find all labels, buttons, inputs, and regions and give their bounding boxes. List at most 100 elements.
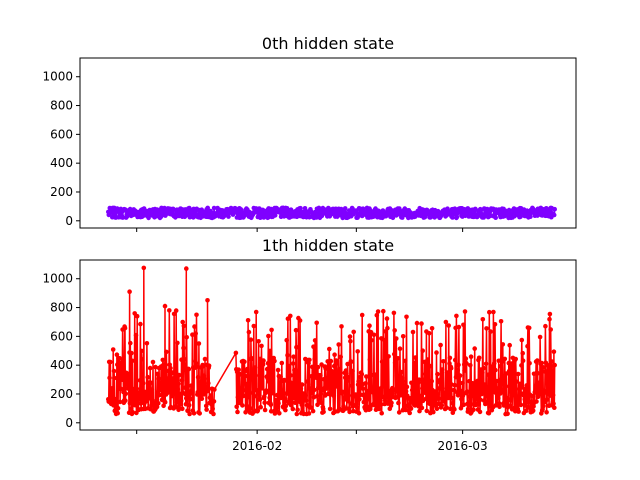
data-point <box>256 339 261 344</box>
data-point <box>341 403 346 409</box>
data-point <box>510 390 515 396</box>
data-point <box>403 389 409 394</box>
data-point <box>119 377 125 383</box>
data-point <box>377 406 382 412</box>
data-point <box>543 323 548 329</box>
data-point <box>356 379 361 384</box>
data-point <box>315 402 320 408</box>
data-point <box>309 364 315 370</box>
data-point <box>247 390 252 395</box>
data-point <box>253 309 259 315</box>
data-point <box>139 348 144 354</box>
x-ticks-0 <box>136 228 464 232</box>
data-point <box>488 401 494 406</box>
data-point <box>461 322 466 328</box>
data-point <box>361 399 367 405</box>
data-point <box>518 402 524 408</box>
data-point <box>180 319 185 325</box>
data-point <box>147 365 153 371</box>
data-point <box>508 397 513 403</box>
data-point <box>456 324 462 330</box>
y-tick-label: 200 <box>50 387 73 401</box>
data-point <box>485 394 490 399</box>
data-point <box>273 398 279 403</box>
data-point <box>482 382 487 387</box>
data-point <box>286 363 292 369</box>
data-point <box>484 326 489 331</box>
data-point <box>403 358 408 364</box>
data-point <box>451 387 457 393</box>
data-point <box>349 383 355 389</box>
data-point <box>552 405 557 411</box>
data-point <box>115 405 121 411</box>
data-point <box>516 409 521 414</box>
data-point <box>379 359 385 365</box>
data-point <box>375 309 381 314</box>
data-point <box>431 409 436 415</box>
data-point <box>519 363 524 368</box>
data-point <box>454 313 459 319</box>
data-point <box>290 406 296 412</box>
data-point <box>194 312 199 318</box>
data-point <box>495 387 501 393</box>
data-point <box>486 372 491 378</box>
data-point <box>170 383 175 389</box>
data-point <box>434 350 439 355</box>
data-point <box>314 394 320 399</box>
data-point <box>537 380 542 386</box>
data-point <box>162 399 168 405</box>
data-point <box>366 396 371 402</box>
data-point <box>117 372 122 378</box>
data-point <box>427 363 433 369</box>
data-point <box>426 331 432 336</box>
data-point <box>279 360 285 366</box>
data-point <box>262 394 267 399</box>
data-point <box>404 314 409 320</box>
data-point <box>471 407 476 413</box>
data-point <box>444 405 450 411</box>
data-point <box>293 327 299 333</box>
data-point <box>379 410 385 416</box>
data-point <box>460 380 465 386</box>
data-point <box>480 370 485 376</box>
data-point <box>439 367 445 372</box>
data-point <box>456 362 461 368</box>
data-point <box>332 352 337 358</box>
data-point <box>288 402 294 408</box>
data-point <box>468 363 473 368</box>
data-point <box>389 400 394 406</box>
data-point <box>505 411 510 417</box>
subplot-0th-hidden-state: 0th hidden state 0 200 400 600 800 1000 <box>42 34 577 232</box>
data-point <box>418 393 424 399</box>
data-point <box>159 386 164 391</box>
data-point <box>318 373 323 378</box>
data-point <box>327 346 332 352</box>
data-point <box>144 341 150 346</box>
data-point <box>242 359 247 365</box>
data-point <box>475 378 480 384</box>
data-point <box>253 373 258 378</box>
data-point <box>496 401 502 406</box>
data-point <box>149 387 155 392</box>
data-point <box>356 410 362 416</box>
data-point <box>199 396 205 402</box>
data-point <box>188 383 194 389</box>
data-point <box>150 359 156 365</box>
data-point <box>426 386 432 391</box>
data-point <box>537 391 542 397</box>
data-point <box>443 319 449 325</box>
data-point <box>435 371 440 377</box>
y-tick-label: 800 <box>50 99 73 113</box>
data-point <box>132 402 138 408</box>
data-point <box>476 402 482 407</box>
data-point <box>202 356 208 362</box>
data-point <box>334 384 340 389</box>
data-point <box>282 399 287 405</box>
data-point <box>314 320 320 326</box>
data-point <box>491 374 497 380</box>
data-point <box>520 358 526 364</box>
data-point <box>370 389 376 395</box>
data-point <box>547 311 553 317</box>
data-point <box>411 383 416 389</box>
data-point <box>337 366 342 372</box>
